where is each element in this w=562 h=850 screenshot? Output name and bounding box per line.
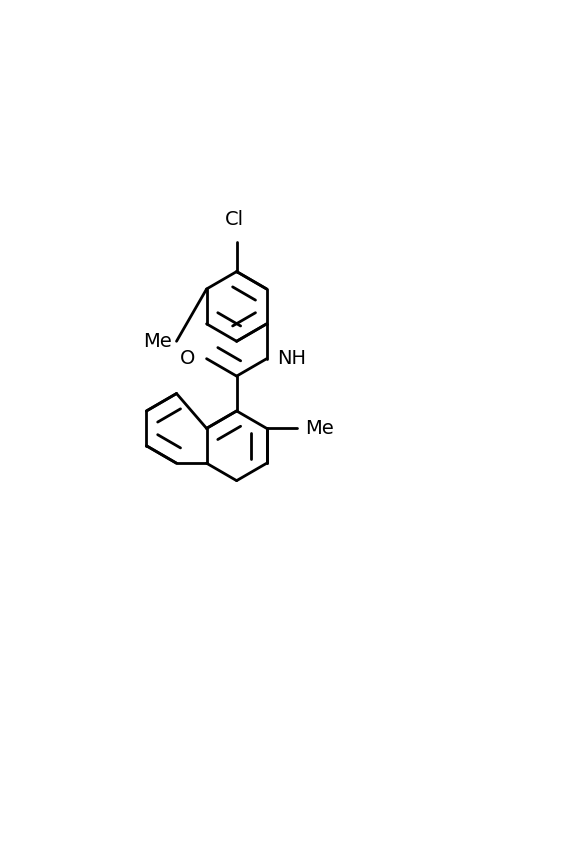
- Text: NH: NH: [278, 349, 307, 368]
- Text: Cl: Cl: [225, 210, 244, 229]
- Text: Me: Me: [143, 332, 172, 351]
- Text: Me: Me: [306, 419, 334, 438]
- Text: Me: Me: [306, 419, 334, 438]
- Text: O: O: [180, 349, 196, 368]
- Text: O: O: [180, 349, 196, 368]
- Text: Me: Me: [143, 332, 172, 351]
- Text: NH: NH: [278, 349, 307, 368]
- Text: Cl: Cl: [225, 210, 244, 229]
